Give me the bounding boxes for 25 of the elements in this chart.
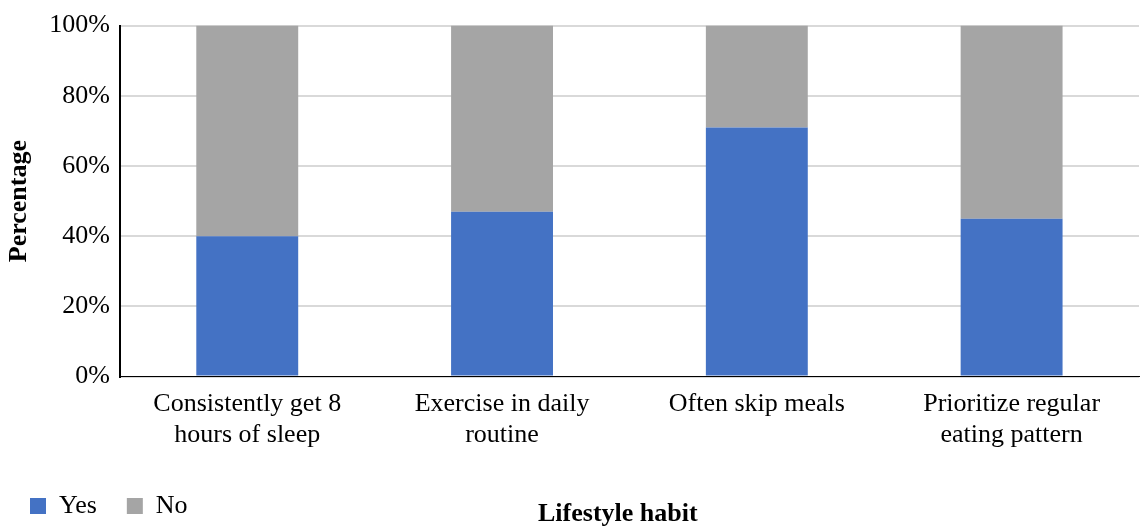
category-label: Exercise in daily <box>414 388 590 418</box>
bar <box>451 25 553 212</box>
bar <box>705 127 808 376</box>
x-axis-title: Lifestyle habit <box>538 498 698 528</box>
y-tick-label: 80% <box>62 79 110 109</box>
bar <box>196 236 299 376</box>
y-tick-label: 20% <box>62 290 110 320</box>
category-label: hours of sleep <box>174 419 321 449</box>
bar <box>960 25 1063 219</box>
y-tick-label: 0% <box>75 360 110 390</box>
y-axis-title: Percentage <box>3 139 33 263</box>
bar <box>705 25 808 128</box>
bar <box>196 25 299 237</box>
category-label: Prioritize regular <box>923 388 1101 418</box>
bar <box>451 211 553 376</box>
y-tick-label: 60% <box>62 149 110 179</box>
y-tick-label: 40% <box>62 220 110 250</box>
y-tick-label: 100% <box>49 9 110 39</box>
category-label: Consistently get 8 <box>153 388 342 418</box>
category-label: eating pattern <box>940 419 1083 449</box>
category-label: routine <box>465 419 539 449</box>
x-tick-label: Often skip meals <box>668 388 845 418</box>
bar <box>960 218 1063 376</box>
legend-label: No <box>155 489 188 519</box>
legend-label: Yes <box>59 489 97 519</box>
